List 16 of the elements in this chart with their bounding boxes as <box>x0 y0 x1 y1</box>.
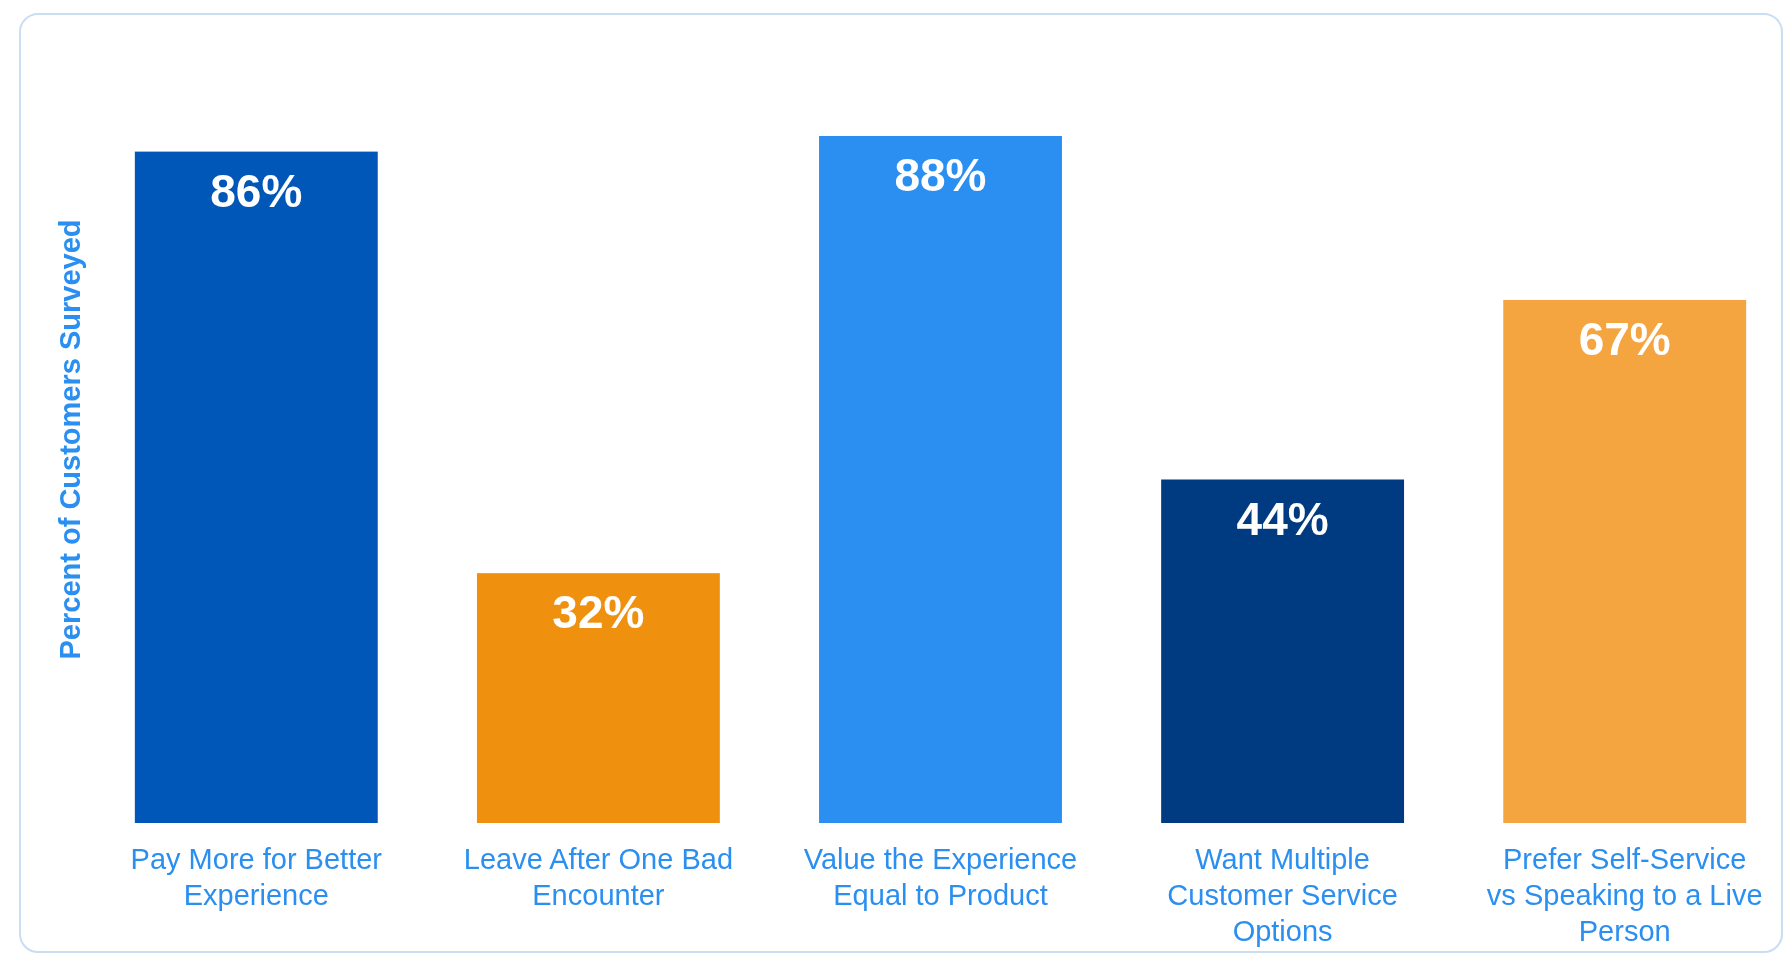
data-label: 86% <box>210 164 303 217</box>
data-label: 88% <box>894 149 987 201</box>
data-label: 67% <box>1578 312 1671 365</box>
bar <box>819 136 1062 823</box>
bar <box>476 573 720 823</box>
y-axis-title: Percent of Customers Surveyed <box>54 219 86 660</box>
x-tick-label: Pay More for Better Experience <box>130 843 383 911</box>
x-tick-label: Value the Experience Equal to Product <box>803 843 1078 911</box>
bar <box>134 151 378 823</box>
x-tick-label: Leave After One Bad Encounter <box>463 843 734 911</box>
bar <box>1161 479 1405 823</box>
x-tick-label: Prefer Self-Service vs Speaking to a Live Person <box>1486 843 1763 947</box>
data-label: 32% <box>552 586 645 639</box>
bar <box>1503 299 1747 823</box>
data-label: 44% <box>1236 492 1329 545</box>
x-tick-label: Want Multiple Customer Service Options <box>1167 843 1398 947</box>
